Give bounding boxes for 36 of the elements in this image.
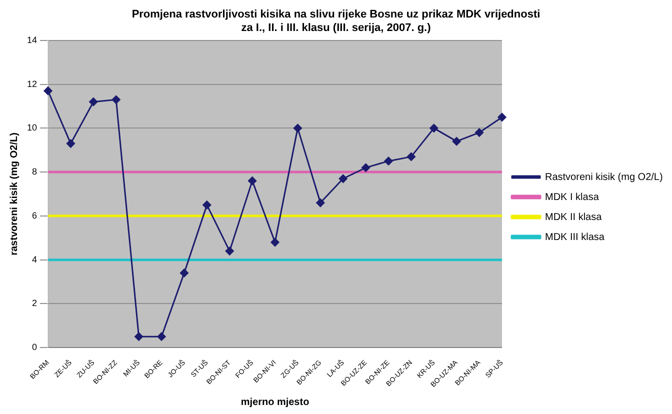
point xyxy=(362,163,370,172)
point xyxy=(384,156,393,166)
point xyxy=(66,139,75,148)
point xyxy=(430,124,438,132)
point xyxy=(112,95,120,104)
point xyxy=(180,268,188,278)
y-axis-title: rastvoreni kisik (mg O2/L) xyxy=(8,132,20,256)
legend-label: MDK III klasa xyxy=(545,232,605,243)
legend-label: MDK I klasa xyxy=(545,192,600,203)
point xyxy=(202,200,212,210)
point xyxy=(89,98,98,106)
point xyxy=(134,332,144,341)
point xyxy=(225,246,234,256)
y-tick-label: 6 xyxy=(32,210,38,220)
point xyxy=(293,124,302,132)
legend-label: Rastvoreni kisik (mg O2/L) xyxy=(545,172,663,183)
point xyxy=(338,174,348,183)
y-tick-label: 12 xyxy=(26,78,38,89)
x-axis-title: mjerno mjesto xyxy=(240,396,310,408)
point xyxy=(316,198,325,208)
point xyxy=(157,332,166,341)
legend-label: MDK II klasa xyxy=(545,212,602,223)
y-tick-label: 4 xyxy=(32,254,38,264)
y-tick-label: 8 xyxy=(32,166,38,177)
chart-title: Promjena rastvorljivosti kisika na slivu rijeke Bosne uz prikaz MDK vrijednosti za I., II. i III. klasu (III. serija, 2007. g.) xyxy=(132,8,540,34)
point xyxy=(406,152,416,161)
point xyxy=(452,137,461,146)
point xyxy=(475,128,484,137)
y-tick-label: 0 xyxy=(32,342,38,352)
point xyxy=(248,176,257,186)
point xyxy=(498,112,506,122)
point xyxy=(44,86,52,96)
y-tick-label: 2 xyxy=(32,298,38,308)
y-tick-label: 14 xyxy=(26,34,38,45)
point xyxy=(270,238,280,247)
y-tick-label: 10 xyxy=(26,122,38,133)
